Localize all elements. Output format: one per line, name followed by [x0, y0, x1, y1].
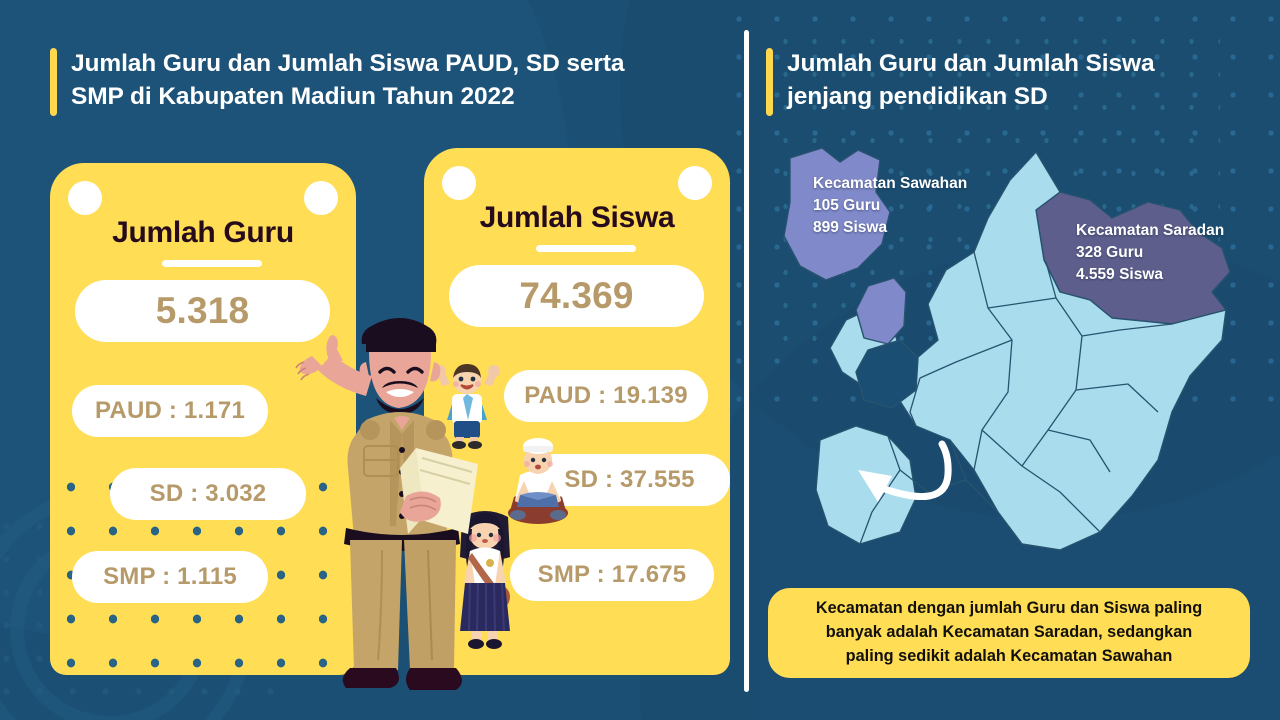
- card-item-sd: SD : 3.032: [110, 468, 306, 520]
- map-label-sawahan: Kecamatan Sawahan 105 Guru 899 Siswa: [813, 175, 968, 236]
- left-heading-text: Jumlah Guru dan Jumlah Siswa PAUD, SD se…: [71, 50, 625, 110]
- map-region-enclave: [855, 339, 919, 409]
- kabupaten-madiun-map[interactable]: [760, 140, 1260, 580]
- student-sd-illustration: [508, 438, 568, 524]
- map-label-saradan: Kecamatan Saradan 328 Guru 4.559 Siswa: [1076, 222, 1225, 283]
- summary-note-text: Kecamatan dengan jumlah Guru dan Siswa p…: [815, 599, 1203, 665]
- card-total-value: 74.369: [449, 265, 704, 327]
- right-heading-text: Jumlah Guru dan Jumlah Siswa jenjang pen…: [787, 50, 1155, 110]
- panel-divider: [744, 30, 749, 692]
- punch-hole-right-icon: [678, 166, 712, 200]
- card-item-paud: PAUD : 1.171: [72, 385, 268, 437]
- card-item-sd: SD : 37.555: [529, 454, 730, 506]
- map-region-sawahan-inset: [855, 277, 907, 345]
- card-title: Jumlah Siswa: [479, 201, 675, 234]
- punch-hole-left-icon: [442, 166, 476, 200]
- map-region-southwest: [815, 425, 917, 545]
- teacher-illustration: [295, 318, 478, 690]
- map-region-body: [897, 151, 1227, 551]
- card-item-smp: SMP : 1.115: [72, 551, 268, 603]
- card-total-value: 5.318: [75, 280, 330, 342]
- summary-note-box: Kecamatan dengan jumlah Guru dan Siswa p…: [768, 588, 1250, 678]
- heading-accent-bar: [50, 48, 57, 116]
- card-item-paud: PAUD : 19.139: [504, 370, 708, 422]
- map-panel: Kecamatan Sawahan 105 Guru 899 Siswa Kec…: [760, 140, 1260, 580]
- card-title-underline: [162, 260, 262, 267]
- left-panel-heading: Jumlah Guru dan Jumlah Siswa PAUD, SD se…: [50, 48, 625, 116]
- card-item-smp: SMP : 17.675: [510, 549, 714, 601]
- student-smp-illustration: [460, 511, 510, 649]
- card-title-underline: [536, 245, 636, 252]
- map-region-sawahan: [783, 147, 891, 281]
- punch-hole-right-icon: [304, 181, 338, 215]
- heading-accent-bar: [766, 48, 773, 116]
- card-title: Jumlah Guru: [112, 216, 294, 249]
- punch-hole-left-icon: [68, 181, 102, 215]
- right-panel-heading: Jumlah Guru dan Jumlah Siswa jenjang pen…: [766, 48, 1155, 116]
- sawahan-pointer-arrow: [858, 440, 952, 502]
